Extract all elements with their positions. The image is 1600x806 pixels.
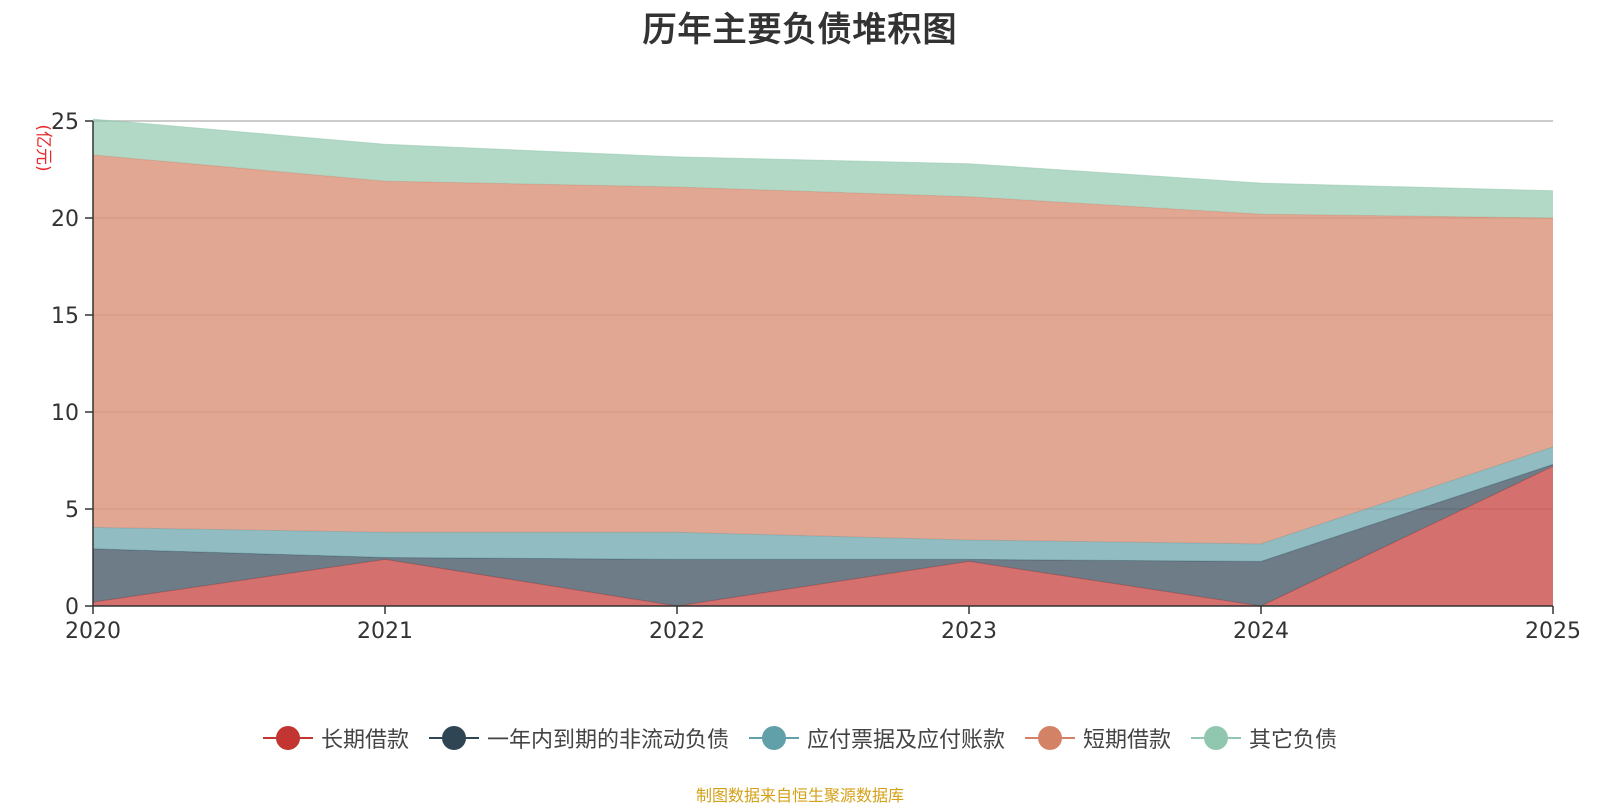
- legend-item-1[interactable]: 一年内到期的非流动负债: [428, 722, 729, 754]
- y-tick-label: 0: [65, 595, 79, 620]
- chart-title: 历年主要负债堆积图: [642, 10, 958, 50]
- legend-marker-icon: [428, 726, 479, 750]
- legend-marker-icon: [1025, 726, 1075, 750]
- x-tick-label: 2025: [1525, 619, 1581, 644]
- y-tick-label: 10: [51, 401, 79, 426]
- legend-label: 应付票据及应付账款: [806, 728, 1005, 753]
- legend-marker-icon: [748, 726, 799, 750]
- y-tick-label: 25: [51, 110, 79, 135]
- x-tick-label: 2022: [649, 619, 705, 644]
- legend-label: 短期借款: [1083, 728, 1172, 753]
- legend-item-3[interactable]: 短期借款: [1025, 722, 1171, 754]
- legend-label: 一年内到期的非流动负债: [486, 728, 729, 753]
- source-note: 制图数据来自恒生聚源数据库: [695, 786, 904, 805]
- legend-marker-icon: [262, 726, 313, 750]
- x-tick-label: 2024: [1233, 619, 1289, 644]
- legend: 长期借款 一年内到期的非流动负债 应付票据及应付账款 短期借款 其它负债: [0, 722, 1600, 754]
- y-tick-label: 15: [51, 304, 79, 329]
- line-series-4: [92, 118, 1554, 192]
- x-tick-label: 2023: [941, 619, 997, 644]
- y-axis-unit-label: (亿元): [33, 124, 53, 171]
- area-series-1: [93, 464, 1553, 606]
- legend-marker-icon: [1191, 726, 1242, 750]
- legend-item-2[interactable]: 应付票据及应付账款: [748, 722, 1005, 754]
- x-tick-label: 2021: [357, 619, 413, 644]
- y-tick-label: 5: [65, 498, 79, 523]
- legend-label: 其它负债: [1249, 728, 1338, 753]
- legend-item-4[interactable]: 其它负债: [1191, 722, 1337, 754]
- legend-item-0[interactable]: 长期借款: [262, 722, 409, 754]
- area-series-3: [93, 154, 1553, 544]
- legend-label: 长期借款: [320, 728, 409, 753]
- y-tick-label: 20: [51, 207, 79, 232]
- x-tick-label: 2020: [65, 619, 121, 644]
- area-series-4: [93, 119, 1553, 218]
